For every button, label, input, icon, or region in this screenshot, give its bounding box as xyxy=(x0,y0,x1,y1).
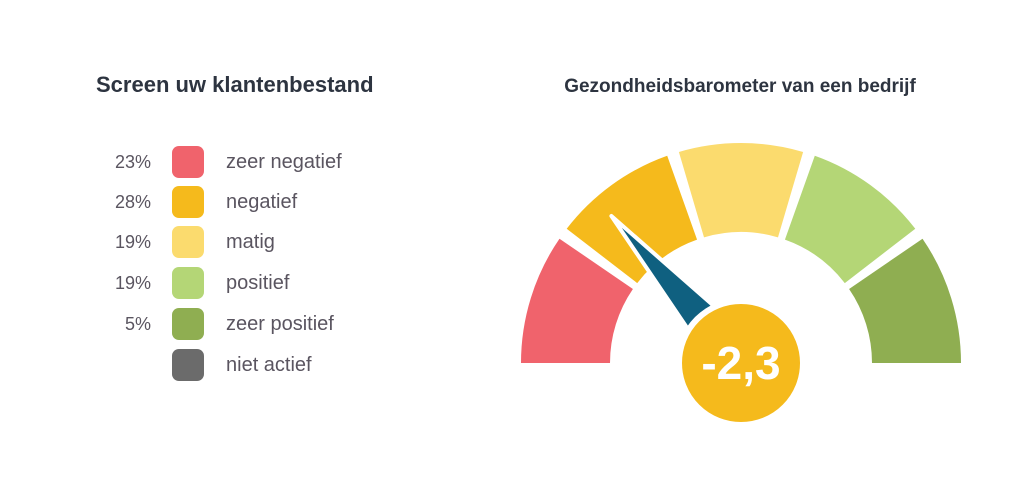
legend-swatch-positief xyxy=(172,267,204,299)
legend-label: niet actief xyxy=(226,354,312,376)
legend-swatch-negatief xyxy=(172,186,204,218)
legend-percentage: 19% xyxy=(114,232,151,252)
gauge-segment-positief xyxy=(784,155,916,284)
legend-swatch-zeer-negatief xyxy=(172,146,204,178)
legend-percentage: 5% xyxy=(124,314,151,334)
gauge-value-label: -2,3 xyxy=(701,337,780,389)
legend-label: zeer positief xyxy=(226,313,334,335)
gauge-segments xyxy=(521,142,961,363)
gauge-title: Gezondheidsbarometer van een bedrijf xyxy=(564,76,916,97)
gauge-segment-zeer-positief xyxy=(849,238,961,363)
legend-percentage: 19% xyxy=(114,273,151,293)
legend-title: Screen uw klantenbestand xyxy=(96,72,374,97)
legend-label: positief xyxy=(226,272,290,294)
legend-percentage: 23% xyxy=(114,152,151,172)
legend-percentage: 28% xyxy=(114,192,151,212)
legend-label: negatief xyxy=(226,191,298,213)
gauge-value-circle xyxy=(676,298,806,428)
legend-swatch-niet-actief xyxy=(172,349,204,381)
gauge-segment-zeer-negatief xyxy=(521,238,633,363)
legend-swatch-zeer-positief xyxy=(172,308,204,340)
gauge-segment-matig xyxy=(678,142,804,238)
legend-label: zeer negatief xyxy=(226,151,342,173)
legend-label: matig xyxy=(226,231,275,253)
legend-swatch-matig xyxy=(172,226,204,258)
gauge-segment-negatief xyxy=(566,155,698,284)
